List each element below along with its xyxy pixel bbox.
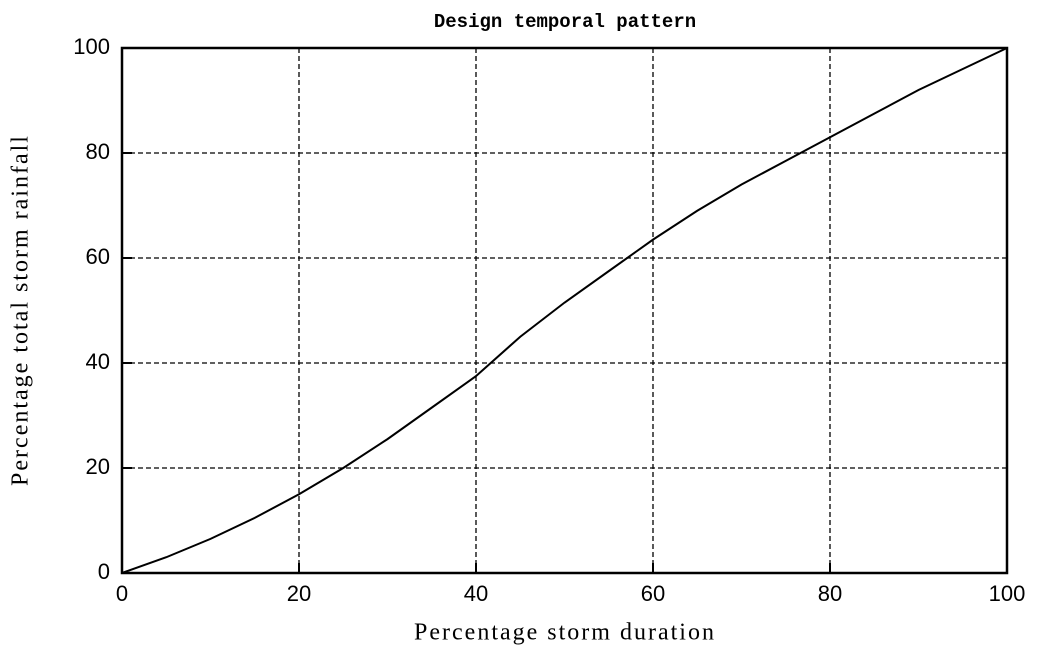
y-axis-label: Percentage total storm rainfall xyxy=(8,134,34,486)
x-axis-label: Percentage storm duration xyxy=(414,620,716,646)
x-tick-label: 0 xyxy=(116,581,128,606)
x-tick-label: 100 xyxy=(989,581,1026,606)
y-tick-label: 20 xyxy=(86,454,110,479)
x-tick-label: 40 xyxy=(464,581,488,606)
chart-title: Design temporal pattern xyxy=(434,11,696,33)
x-tick-label: 20 xyxy=(287,581,311,606)
y-tick-label: 0 xyxy=(98,559,110,584)
y-tick-label: 40 xyxy=(86,349,110,374)
x-tick-label: 80 xyxy=(818,581,842,606)
y-tick-label: 60 xyxy=(86,244,110,269)
line-series xyxy=(121,47,1008,574)
y-tick-label: 80 xyxy=(86,139,110,164)
y-tick-label: 100 xyxy=(73,34,110,59)
x-tick-label: 60 xyxy=(641,581,665,606)
plot-frame xyxy=(120,46,1009,575)
